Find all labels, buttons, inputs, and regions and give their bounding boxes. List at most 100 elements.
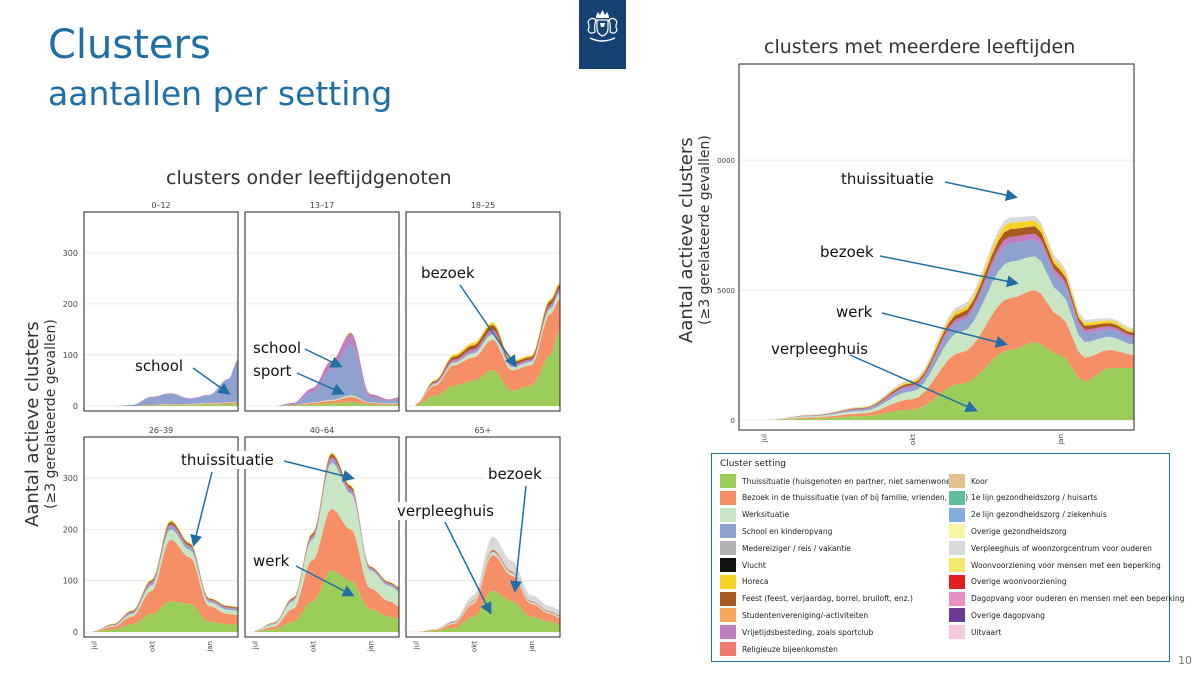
legend-label: Thuissituatie (huisgenoten en partner, n… [742, 476, 964, 486]
coat-of-arms-icon [587, 10, 618, 42]
legend-label: 2e lijn gezondheidszorg / ziekenhuis [971, 510, 1107, 520]
legend-item: Vrijetijdsbesteding, zoals sportclub [720, 625, 874, 640]
legend-swatch [949, 507, 965, 522]
facet-panel-frame [405, 211, 561, 412]
x-tick-label: jul [252, 641, 260, 650]
legend-item: 1e lijn gezondheidszorg / huisarts [949, 490, 1098, 505]
legend-label: Religieuze bijeenkomsten [742, 644, 838, 654]
legend-item: Werksituatie [720, 507, 789, 522]
legend-item: Thuissituatie (huisgenoten en partner, n… [720, 474, 963, 488]
y-tick-label: 100 [63, 577, 78, 586]
slide-subtitle: aantallen per setting [48, 74, 393, 113]
y-tick-label: 0 [731, 417, 735, 425]
cluster-setting-legend: Cluster setting Thuissituatie (huisgenot… [711, 453, 1184, 662]
legend-item: School en kinderopvang [720, 524, 832, 539]
facet-label: 13–17 [310, 201, 334, 210]
area-series-bezoek [763, 290, 1134, 420]
legend-label: Vlucht [742, 560, 766, 570]
facet-panel-frame [244, 436, 400, 638]
area-series-bezoek [254, 396, 399, 406]
legend-label: Horeca [742, 577, 769, 587]
legend-item: Overige woonvoorziening [949, 574, 1067, 589]
x-tick-label: jan [528, 641, 536, 653]
legend-label: 1e lijn gezondheidszorg / huisarts [971, 493, 1098, 503]
legend-item: Overige dagopvang [949, 608, 1045, 623]
legend-item: 2e lijn gezondheidszorg / ziekenhuis [949, 507, 1107, 522]
y-tick-label: 300 [63, 474, 78, 483]
left-chart-subtitle: clusters onder leeftijdgenoten [166, 167, 452, 189]
legend-swatch [949, 591, 965, 606]
legend-item: Studentenvereniging/-activiteiten [720, 608, 868, 623]
legend-item: Medereiziger / reis / vakantie [720, 541, 851, 556]
area-series-thuissituatie [93, 403, 238, 406]
facet-label: 65+ [475, 426, 492, 435]
legend-label: Koor [971, 476, 988, 486]
annotation-verpleeghuis-65plus: verpleeghuis [394, 502, 497, 520]
legend-title: Cluster setting [720, 459, 787, 469]
legend-swatch [720, 642, 736, 656]
area-series-werk [254, 395, 399, 406]
legend-swatch [720, 507, 736, 522]
x-tick-label: okt [148, 641, 156, 652]
annotation-school-0-12: school [132, 357, 187, 375]
annotation-thuissituatie-right: thuissituatie [838, 170, 937, 188]
legend-label: Feest (feest, verjaardag, borrel, bruilo… [742, 594, 913, 604]
legend-item: Dagopvang voor ouderen en mensen met een… [949, 591, 1185, 606]
legend-item: Verpleeghuis of woonzorgcentrum voor oud… [949, 541, 1152, 556]
annotation-school-13-17: school [250, 339, 305, 357]
area-series-werk [254, 462, 399, 631]
legend-swatch [720, 591, 736, 606]
area-series-thuissituatie [93, 601, 238, 632]
annotation-bezoek-65plus: bezoek [485, 465, 545, 483]
annotation-bezoek-right: bezoek [817, 243, 877, 261]
annotation-sport-13-17: sport [250, 362, 295, 380]
legend-label: Vrijetijdsbesteding, zoals sportclub [742, 627, 874, 637]
facet-label: 26–39 [149, 426, 173, 435]
right-area-chart: 0 5000 0000 jul okt jan [717, 63, 1135, 446]
legend-item: Horeca [720, 574, 769, 589]
area-series-thuissituatie [254, 570, 399, 632]
legend-swatch [949, 558, 965, 572]
legend-label: Uitvaart [971, 627, 1002, 637]
legend-swatch [720, 541, 736, 556]
legend-swatch [720, 490, 736, 505]
legend-swatch [949, 524, 965, 539]
x-tick-label: jan [1057, 434, 1065, 446]
area-series-school [93, 360, 238, 406]
y-tick-label: 0000 [717, 157, 735, 165]
area-series-thuissituatie [415, 329, 560, 406]
legend-label: Werksituatie [742, 510, 789, 520]
area-series-vrijetijd [254, 334, 399, 406]
x-tick-label: jul [91, 641, 99, 650]
legend-item: Woonvoorziening voor mensen met een bepe… [949, 558, 1161, 572]
legend-swatch [720, 474, 736, 488]
legend-label: Medereiziger / reis / vakantie [742, 543, 851, 553]
y-tick-label: 0 [73, 628, 78, 637]
legend-label: Dagopvang voor ouderen en mensen met een… [971, 594, 1185, 604]
facet-panel-frame [244, 211, 400, 412]
rijksoverheid-logo [579, 0, 626, 69]
legend-item: Vlucht [720, 558, 766, 572]
legend-item: Feest (feest, verjaardag, borrel, bruilo… [720, 591, 913, 606]
legend-label: Verpleeghuis of woonzorgcentrum voor oud… [971, 543, 1152, 553]
x-tick-label: okt [909, 434, 917, 445]
annotation-verpleeghuis-right: verpleeghuis [768, 340, 871, 358]
legend-swatch [720, 625, 736, 640]
legend-swatch [720, 608, 736, 623]
legend-item: Uitvaart [949, 625, 1002, 640]
x-tick-label: jul [761, 434, 769, 443]
legend-item: Religieuze bijeenkomsten [720, 642, 838, 656]
annotation-werk-right: werk [833, 303, 876, 321]
facet-panel-frame [83, 436, 239, 638]
legend-item: Bezoek in de thuissituatie (van of bij f… [720, 490, 968, 505]
y-tick-label: 200 [63, 300, 78, 309]
area-series-thuissituatie [763, 342, 1134, 420]
y-tick-label: 0 [73, 402, 78, 411]
annotation-werk-40-64: werk [250, 552, 293, 570]
legend-swatch [949, 474, 965, 488]
annotation-bezoek-18-25: bezoek [418, 264, 478, 282]
legend-swatch [720, 574, 736, 589]
area-series-bezoek [93, 401, 238, 406]
facet-label: 40–64 [310, 426, 334, 435]
area-series-thuissituatie [254, 401, 399, 406]
